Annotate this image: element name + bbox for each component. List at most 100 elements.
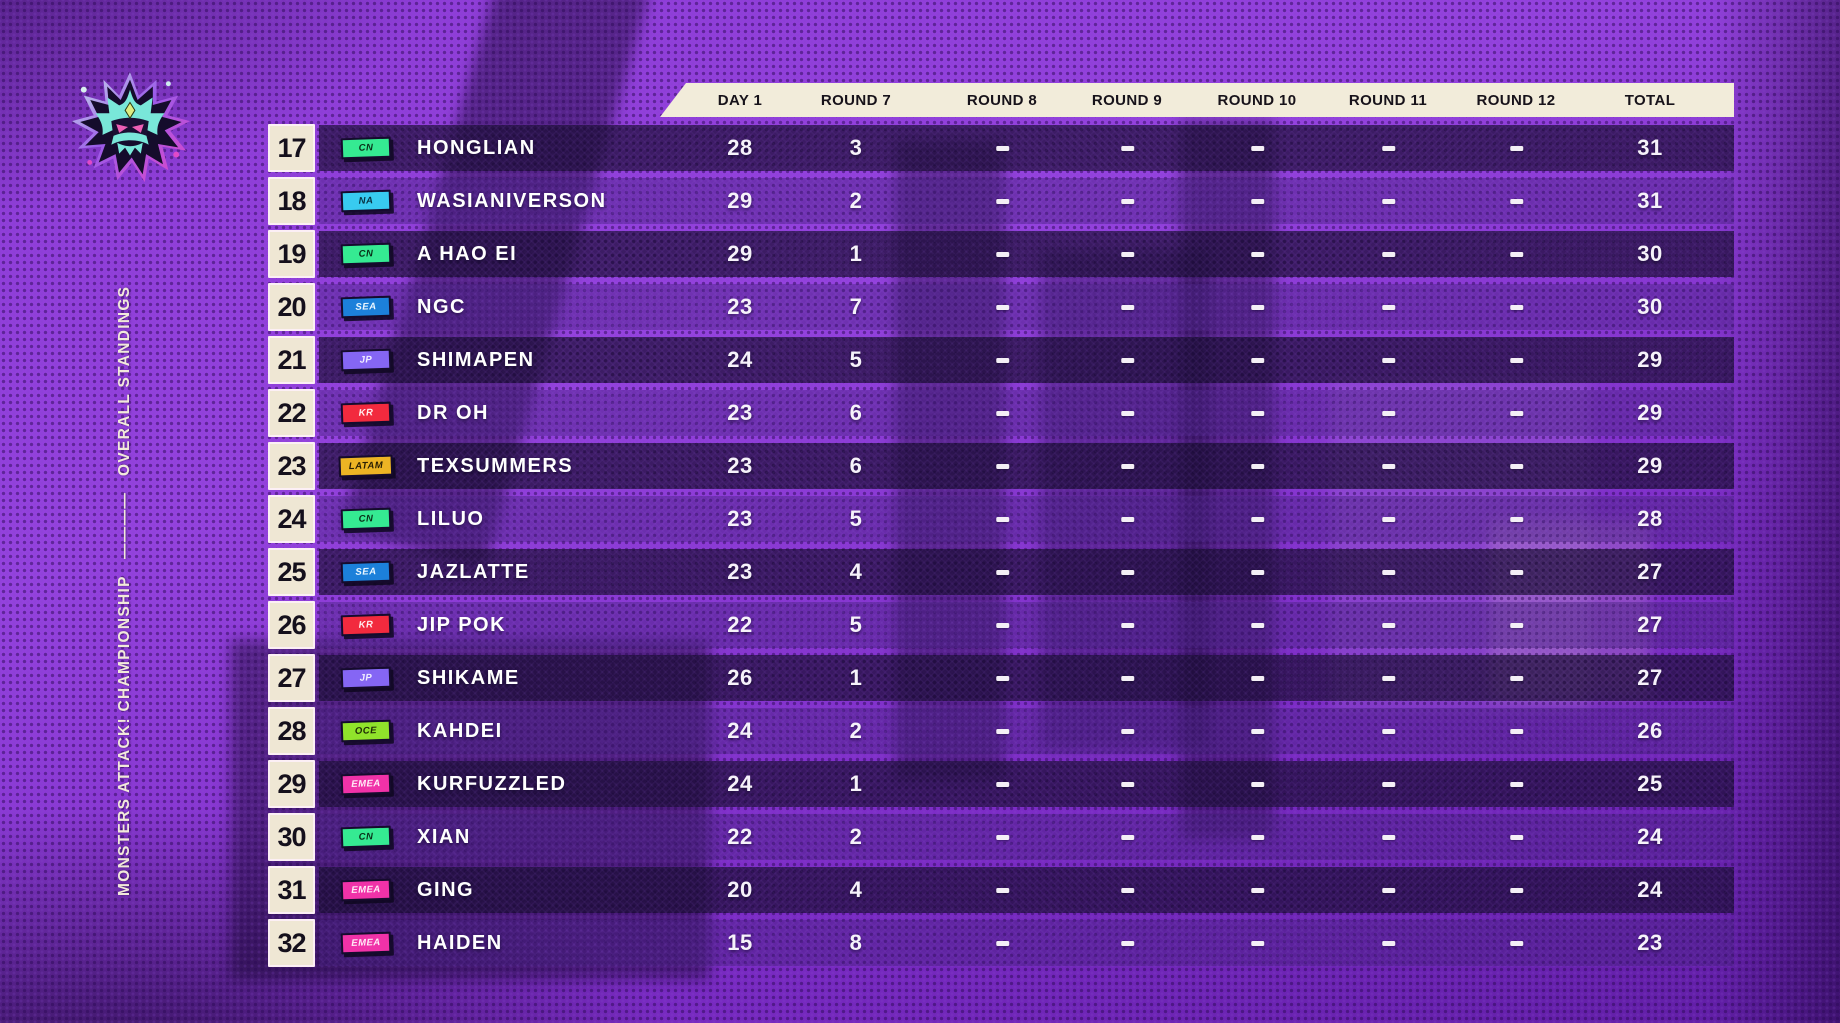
- day1-score: 29: [727, 188, 753, 213]
- round9-score: -: [1120, 814, 1134, 860]
- round10-score: -: [1250, 655, 1264, 701]
- round11-score: -: [1381, 443, 1395, 489]
- round10-score: -: [1250, 390, 1264, 436]
- round9-score: -: [1120, 231, 1134, 277]
- column-header-round9: ROUND 9: [1091, 91, 1163, 109]
- round7-score: 4: [849, 877, 863, 902]
- row-band: KR DR OH 23 6 - - - - - 29: [319, 390, 1734, 436]
- player-name: HAIDEN: [417, 931, 503, 954]
- player-name: KURFUZZLED: [417, 772, 567, 795]
- column-header-day1: DAY 1: [717, 91, 763, 109]
- round8-score: -: [995, 496, 1009, 542]
- round9-score: -: [1120, 920, 1134, 966]
- row-band: OCE KAHDEI 24 2 - - - - - 26: [319, 708, 1734, 754]
- round7-score: 2: [849, 188, 863, 213]
- round10-score: -: [1250, 125, 1264, 171]
- day1-score: 22: [727, 824, 753, 849]
- table-row: 28 OCE KAHDEI 24 2 - - - - - 26: [268, 707, 1734, 755]
- row-band: SEA NGC 23 7 - - - - - 30: [319, 284, 1734, 330]
- player-name: A HAO EI: [417, 242, 518, 265]
- round11-score: -: [1381, 867, 1395, 913]
- total-score: 27: [1637, 612, 1663, 637]
- round9-score: -: [1120, 708, 1134, 754]
- table-row: 24 CN LILUO 23 5 - - - - - 28: [268, 495, 1734, 543]
- day1-score: 24: [727, 718, 753, 743]
- round7-score: 5: [849, 347, 863, 372]
- row-band: CN LILUO 23 5 - - - - - 28: [319, 496, 1734, 542]
- table-row: 30 CN XIAN 22 2 - - - - - 24: [268, 813, 1734, 861]
- total-score: 28: [1637, 506, 1663, 531]
- player-name: JIP POK: [417, 613, 507, 636]
- region-badge: OCE: [340, 719, 392, 743]
- rank-cell: 21: [268, 336, 315, 384]
- round11-score: -: [1381, 708, 1395, 754]
- region-badge: NA: [340, 189, 392, 213]
- round11-score: -: [1381, 761, 1395, 807]
- day1-score: 23: [727, 453, 753, 478]
- table-row: 19 CN A HAO EI 29 1 - - - - - 30: [268, 230, 1734, 278]
- round7-score: 4: [849, 559, 863, 584]
- column-header-round8: ROUND 8: [966, 91, 1038, 109]
- day1-score: 23: [727, 559, 753, 584]
- round9-score: -: [1120, 443, 1134, 489]
- round10-score: -: [1250, 231, 1264, 277]
- round11-score: -: [1381, 337, 1395, 383]
- table-row: 25 SEA JAZLATTE 23 4 - - - - - 27: [268, 548, 1734, 596]
- row-band: EMEA GING 20 4 - - - - - 24: [319, 867, 1734, 913]
- column-header-total: TOTAL: [1624, 91, 1676, 109]
- round10-score: -: [1250, 708, 1264, 754]
- total-score: 24: [1637, 824, 1663, 849]
- player-name: TEXSUMMERS: [417, 454, 574, 477]
- round11-score: -: [1381, 284, 1395, 330]
- rank-cell: 22: [268, 389, 315, 437]
- round7-score: 1: [849, 771, 863, 796]
- row-band: SEA JAZLATTE 23 4 - - - - - 27: [319, 549, 1734, 595]
- rank-cell: 31: [268, 866, 315, 914]
- rank-cell: 24: [268, 495, 315, 543]
- total-score: 23: [1637, 930, 1663, 955]
- round10-score: -: [1250, 337, 1264, 383]
- day1-score: 23: [727, 400, 753, 425]
- round12-score: -: [1509, 549, 1523, 595]
- table-row: 20 SEA NGC 23 7 - - - - - 30: [268, 283, 1734, 331]
- day1-score: 23: [727, 294, 753, 319]
- table-rows: 17 CN HONGLIAN 28 3 - - - - - 31 18 NA: [268, 124, 1734, 973]
- round11-score: -: [1381, 390, 1395, 436]
- round8-score: -: [995, 125, 1009, 171]
- rank-cell: 29: [268, 760, 315, 808]
- column-header-round12: ROUND 12: [1476, 91, 1556, 109]
- rank-cell: 27: [268, 654, 315, 702]
- row-band: EMEA HAIDEN 15 8 - - - - - 23: [319, 920, 1734, 966]
- round12-score: -: [1509, 602, 1523, 648]
- player-name: WASIANIVERSON: [417, 189, 607, 212]
- region-badge: SEA: [340, 295, 392, 319]
- table-row: 17 CN HONGLIAN 28 3 - - - - - 31: [268, 124, 1734, 172]
- round7-score: 6: [849, 453, 863, 478]
- table-row: 31 EMEA GING 20 4 - - - - - 24: [268, 866, 1734, 914]
- event-title: MONSTERS ATTACK! CHAMPIONSHIP: [116, 575, 133, 897]
- player-name: JAZLATTE: [417, 560, 530, 583]
- round12-score: -: [1509, 655, 1523, 701]
- round7-score: 2: [849, 718, 863, 743]
- day1-score: 29: [727, 241, 753, 266]
- round12-score: -: [1509, 867, 1523, 913]
- row-band: JP SHIMAPEN 24 5 - - - - - 29: [319, 337, 1734, 383]
- round12-score: -: [1509, 920, 1523, 966]
- round7-score: 1: [849, 665, 863, 690]
- total-score: 25: [1637, 771, 1663, 796]
- rank-cell: 20: [268, 283, 315, 331]
- player-name: KAHDEI: [417, 719, 503, 742]
- player-name: GING: [417, 878, 475, 901]
- round12-score: -: [1509, 178, 1523, 224]
- region-badge: JP: [340, 348, 392, 372]
- round8-score: -: [995, 178, 1009, 224]
- region-badge: SEA: [340, 560, 392, 584]
- round12-score: -: [1509, 231, 1523, 277]
- player-name: SHIMAPEN: [417, 348, 535, 371]
- round10-score: -: [1250, 549, 1264, 595]
- round12-score: -: [1509, 761, 1523, 807]
- column-header-round7: ROUND 7: [820, 91, 892, 109]
- region-badge: LATAM: [338, 454, 394, 478]
- total-score: 27: [1637, 559, 1663, 584]
- round11-score: -: [1381, 496, 1395, 542]
